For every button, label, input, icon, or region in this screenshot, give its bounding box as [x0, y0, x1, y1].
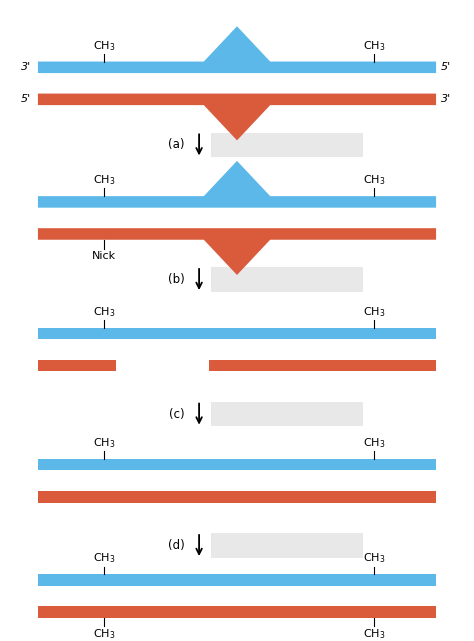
Polygon shape — [38, 161, 436, 208]
Text: CH$_3$: CH$_3$ — [363, 173, 386, 187]
Text: CH$_3$: CH$_3$ — [363, 627, 386, 641]
Bar — [38, 491, 436, 503]
Text: CH$_3$: CH$_3$ — [363, 436, 386, 450]
Text: CH$_3$: CH$_3$ — [363, 38, 386, 53]
Text: CH$_3$: CH$_3$ — [93, 436, 116, 450]
Bar — [38, 328, 436, 339]
Bar — [209, 360, 436, 371]
Text: CH$_3$: CH$_3$ — [363, 304, 386, 319]
Text: (b): (b) — [168, 273, 185, 286]
Text: CH$_3$: CH$_3$ — [93, 173, 116, 187]
Text: CH$_3$: CH$_3$ — [93, 627, 116, 641]
Polygon shape — [38, 228, 436, 275]
Text: 3': 3' — [441, 94, 451, 104]
Bar — [38, 360, 116, 371]
Text: CH$_3$: CH$_3$ — [93, 38, 116, 53]
Bar — [38, 606, 436, 618]
Text: CH$_3$: CH$_3$ — [363, 551, 386, 565]
Bar — [38, 574, 436, 586]
FancyBboxPatch shape — [211, 133, 363, 157]
Text: (c): (c) — [169, 408, 185, 420]
Text: 3': 3' — [21, 62, 31, 72]
Text: (a): (a) — [168, 138, 185, 151]
Text: (d): (d) — [168, 539, 185, 552]
Polygon shape — [38, 26, 436, 73]
Text: CH$_3$: CH$_3$ — [93, 551, 116, 565]
Text: 5': 5' — [21, 94, 31, 104]
FancyBboxPatch shape — [211, 402, 363, 426]
Text: Nick: Nick — [92, 251, 116, 262]
Text: 5': 5' — [441, 62, 451, 72]
FancyBboxPatch shape — [211, 267, 363, 292]
FancyBboxPatch shape — [211, 533, 363, 558]
Polygon shape — [38, 94, 436, 140]
Bar — [38, 459, 436, 470]
Text: CH$_3$: CH$_3$ — [93, 304, 116, 319]
